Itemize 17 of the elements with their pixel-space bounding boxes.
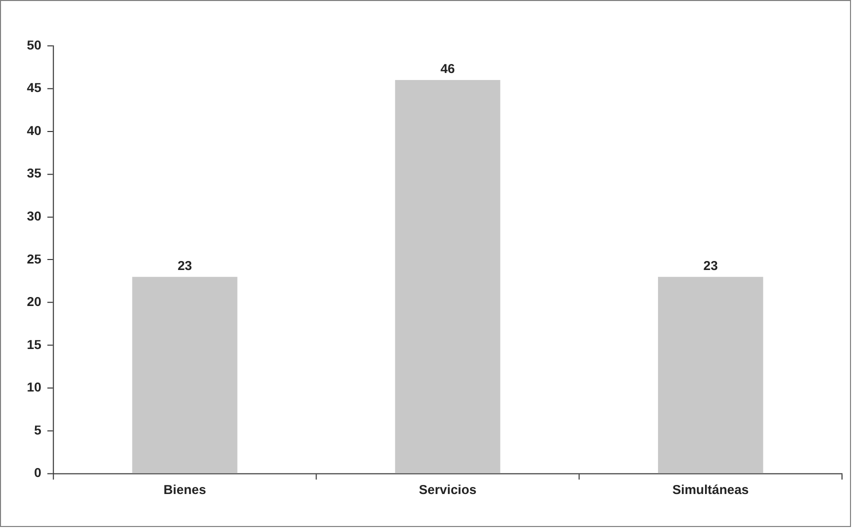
y-tick-label: 0 (34, 465, 42, 480)
x-tick-label: Servicios (418, 482, 477, 497)
y-tick-label: 5 (34, 422, 42, 438)
x-tick-label: Simultáneas (672, 482, 749, 497)
y-tick-label: 50 (26, 37, 42, 52)
y-tick-label: 10 (26, 380, 42, 395)
data-label: 23 (178, 258, 192, 273)
x-tick-label: Bienes (164, 482, 206, 497)
y-tick-label: 30 (26, 208, 42, 224)
y-tick-label: 25 (26, 251, 42, 266)
y-tick-label: 35 (26, 166, 42, 181)
y-tick-label: 15 (26, 336, 42, 352)
y-tick-label: 20 (26, 294, 42, 310)
y-tick-label: 45 (26, 80, 42, 96)
y-tick-label: 40 (26, 122, 42, 138)
data-label: 23 (703, 258, 718, 273)
data-label: 46 (440, 61, 455, 76)
